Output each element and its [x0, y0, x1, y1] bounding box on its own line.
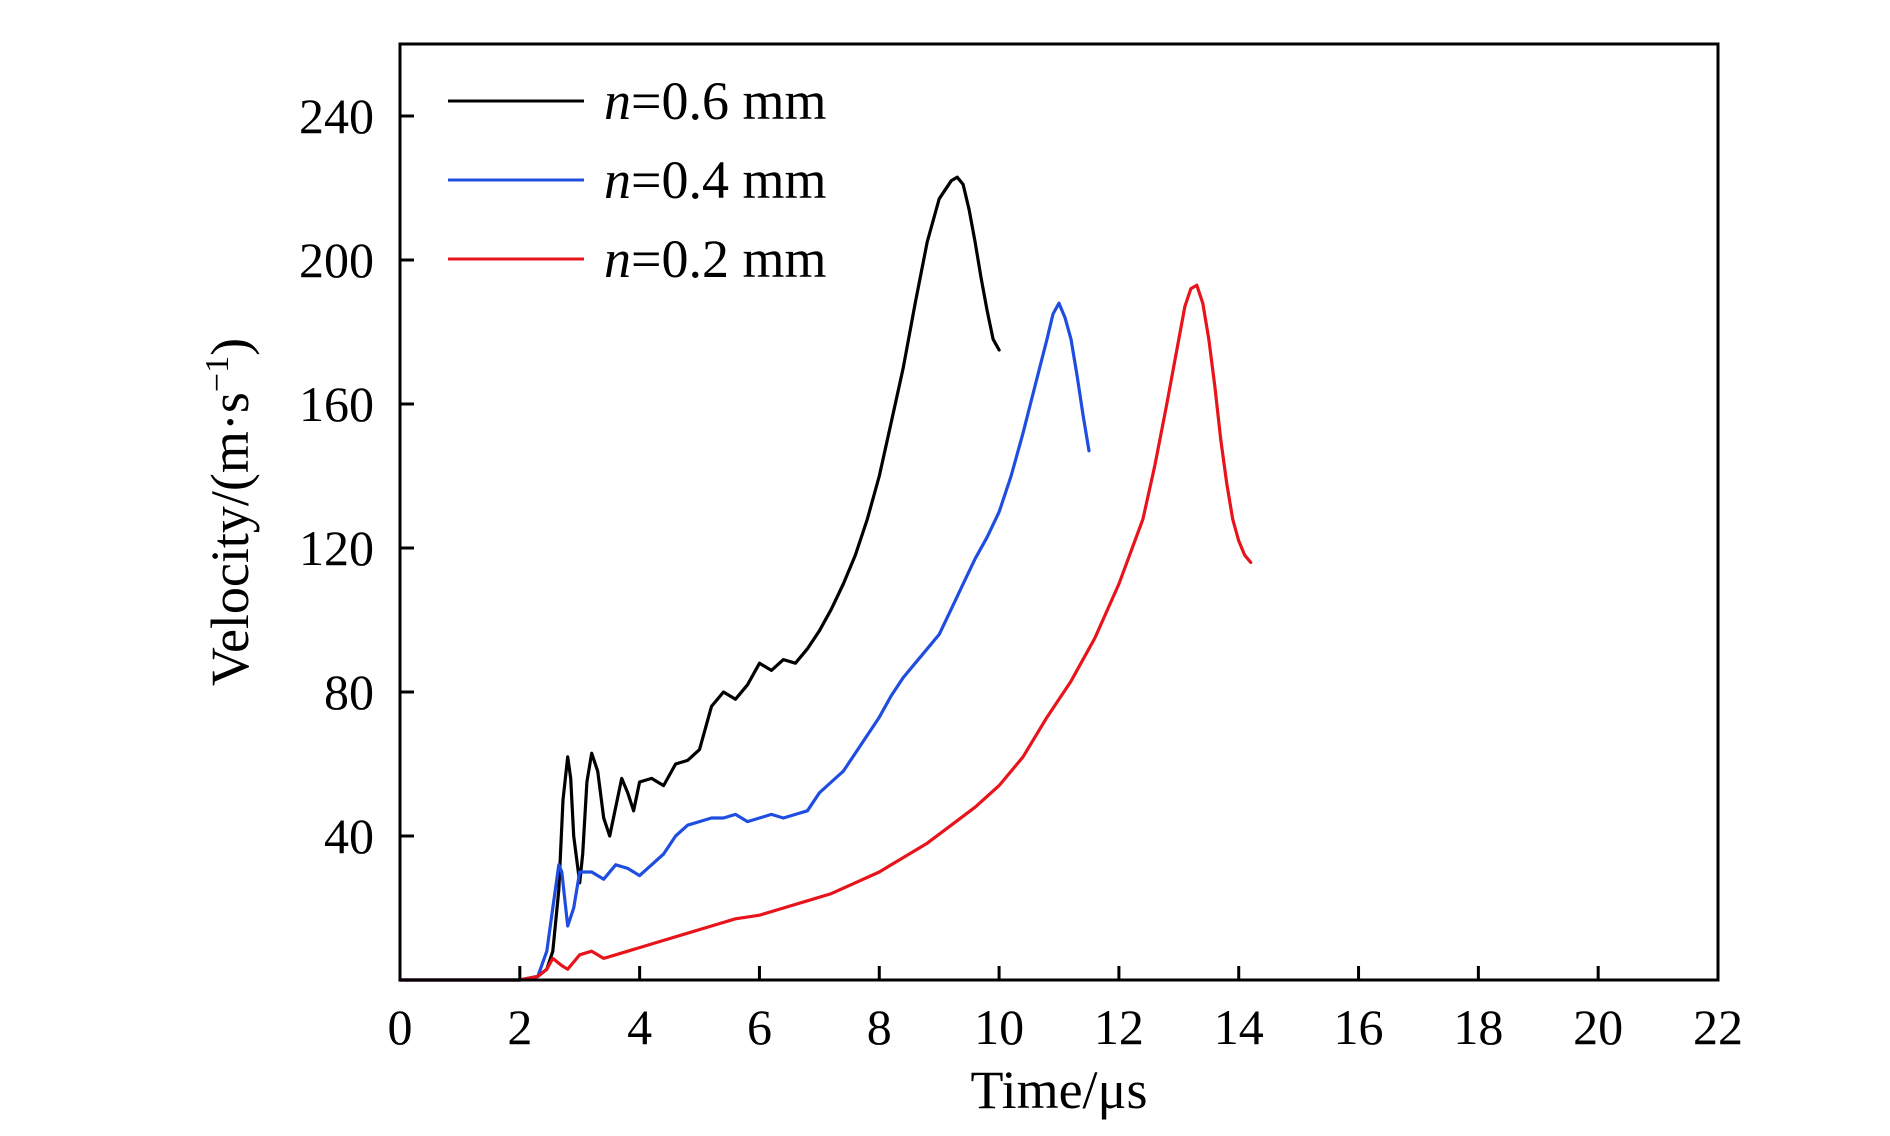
x-tick-label-4: 4 — [627, 999, 652, 1055]
legend-label-1-italic: n — [604, 150, 631, 210]
series-line-0 — [398, 175, 1001, 982]
x-tick-label-2: 2 — [507, 999, 532, 1055]
legend-label-2-italic: n — [604, 229, 631, 289]
plot-frame — [398, 42, 1720, 982]
x-tick-label-8: 8 — [867, 999, 892, 1055]
series-line-2 — [398, 283, 1253, 982]
y-axis-title-superscript: −1 — [199, 356, 236, 392]
legend-label-0: n=0.6 mm — [604, 71, 826, 131]
y-tick-label-240: 240 — [299, 88, 374, 144]
legend: n=0.6 mm n=0.4 mm n=0.2 mm — [448, 71, 826, 289]
legend-label-0-italic: n — [604, 71, 631, 131]
y-axis-title: Velocity/(m·s−1) — [199, 338, 260, 686]
x-axis: 0 2 4 6 8 10 12 14 16 18 20 22 — [388, 966, 1743, 1055]
y-axis-title-close: ) — [200, 338, 260, 356]
x-tick-label-20: 20 — [1573, 999, 1623, 1055]
y-tick-label-40: 40 — [324, 808, 374, 864]
x-tick-label-12: 12 — [1094, 999, 1144, 1055]
x-tick-label-22: 22 — [1693, 999, 1743, 1055]
x-tick-label-16: 16 — [1334, 999, 1384, 1055]
y-axis: 40 80 120 160 200 240 — [299, 88, 414, 864]
x-axis-title: Time/μs — [970, 1060, 1147, 1120]
y-tick-label-200: 200 — [299, 232, 374, 288]
y-tick-label-160: 160 — [299, 376, 374, 432]
legend-label-1-rest: =0.4 mm — [631, 150, 826, 210]
x-tick-label-10: 10 — [974, 999, 1024, 1055]
y-axis-title-main: Velocity/(m·s — [200, 392, 260, 686]
series-line-1 — [398, 301, 1091, 982]
legend-label-0-rest: =0.6 mm — [631, 71, 826, 131]
y-tick-label-120: 120 — [299, 520, 374, 576]
legend-label-2: n=0.2 mm — [604, 229, 826, 289]
x-tick-label-14: 14 — [1214, 999, 1264, 1055]
x-tick-label-0: 0 — [388, 999, 413, 1055]
y-tick-label-80: 80 — [324, 664, 374, 720]
legend-label-1: n=0.4 mm — [604, 150, 826, 210]
legend-label-2-rest: =0.2 mm — [631, 229, 826, 289]
x-tick-label-6: 6 — [747, 999, 772, 1055]
x-tick-label-18: 18 — [1453, 999, 1503, 1055]
series-layer — [398, 175, 1253, 982]
